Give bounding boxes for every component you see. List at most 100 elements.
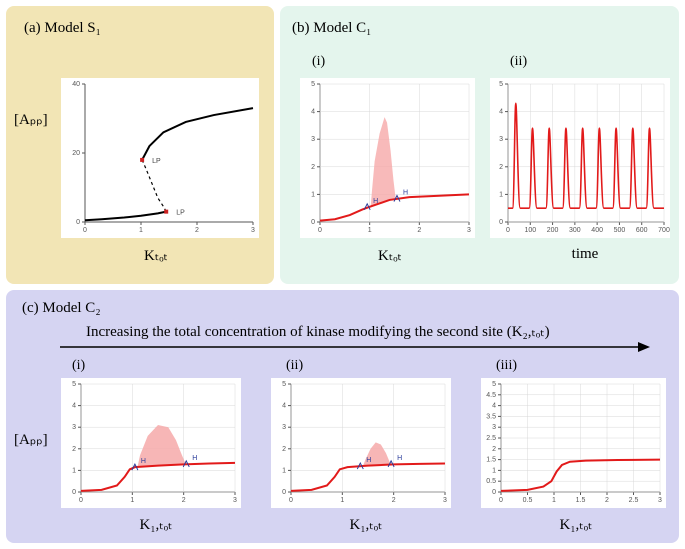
svg-text:H: H — [373, 198, 378, 205]
panel-a-ylabel: [Aₚₚ] — [14, 110, 48, 129]
svg-text:2: 2 — [311, 164, 315, 171]
svg-text:0: 0 — [79, 497, 83, 504]
svg-text:1: 1 — [552, 497, 556, 504]
svg-text:4.5: 4.5 — [486, 392, 496, 399]
svg-text:3: 3 — [492, 424, 496, 431]
panel-c-xlabel-i: K₁,ₜₒₜ — [121, 515, 191, 534]
svg-text:3: 3 — [499, 136, 503, 143]
svg-text:4: 4 — [492, 403, 496, 410]
svg-text:H: H — [403, 190, 408, 197]
svg-text:4: 4 — [282, 403, 286, 410]
svg-text:4: 4 — [72, 403, 76, 410]
svg-text:4: 4 — [499, 109, 503, 116]
svg-text:3: 3 — [658, 497, 662, 504]
svg-text:3: 3 — [443, 497, 447, 504]
svg-text:2: 2 — [72, 446, 76, 453]
svg-text:0.5: 0.5 — [523, 497, 533, 504]
svg-text:20: 20 — [72, 150, 80, 157]
svg-text:0: 0 — [506, 227, 510, 234]
panel-c-chart-i: 0123012345HH — [61, 378, 241, 508]
arrow-icon — [60, 340, 650, 354]
svg-text:300: 300 — [569, 227, 581, 234]
panel-c-sub-iii: (iii) — [496, 358, 517, 374]
svg-text:0: 0 — [76, 219, 80, 226]
svg-text:1: 1 — [130, 497, 134, 504]
svg-text:2: 2 — [195, 227, 199, 234]
panel-b-xlabel-i: Kₜₒₜ — [360, 246, 420, 265]
svg-text:0.5: 0.5 — [486, 478, 496, 485]
panel-c-sub-i: (i) — [72, 358, 85, 374]
svg-text:5: 5 — [499, 81, 503, 88]
svg-text:0: 0 — [318, 227, 322, 234]
svg-text:3: 3 — [251, 227, 255, 234]
svg-text:4: 4 — [311, 109, 315, 116]
svg-text:2: 2 — [499, 164, 503, 171]
svg-text:2.5: 2.5 — [486, 435, 496, 442]
panel-b-chart-i: 0123012345HH — [300, 78, 475, 238]
svg-text:700: 700 — [658, 227, 670, 234]
svg-text:H: H — [397, 455, 402, 462]
svg-text:0: 0 — [499, 497, 503, 504]
svg-text:2.5: 2.5 — [629, 497, 639, 504]
panel-c-label: (c) Model C₂ — [22, 300, 101, 317]
svg-text:2: 2 — [492, 446, 496, 453]
panel-c-xlabel-ii: K₁,ₜₒₜ — [331, 515, 401, 534]
svg-text:200: 200 — [547, 227, 559, 234]
svg-text:H: H — [366, 457, 371, 464]
svg-text:3: 3 — [311, 136, 315, 143]
panel-b-chart-ii: 0 100 200 300 400 500 600 700 0 1 2 3 4 5 — [490, 78, 670, 238]
svg-text:5: 5 — [492, 381, 496, 388]
svg-text:0: 0 — [282, 489, 286, 496]
svg-text:1: 1 — [72, 467, 76, 474]
svg-text:2: 2 — [417, 227, 421, 234]
svg-text:400: 400 — [591, 227, 603, 234]
svg-text:0: 0 — [83, 227, 87, 234]
panel-c-sub-ii: (ii) — [286, 358, 303, 374]
svg-text:5: 5 — [72, 381, 76, 388]
svg-text:1: 1 — [492, 467, 496, 474]
svg-text:40: 40 — [72, 81, 80, 88]
svg-text:2: 2 — [392, 497, 396, 504]
panel-b-xlabel-ii: time — [555, 246, 615, 263]
panel-a-xlabel: Kₜₒₜ — [126, 246, 186, 265]
svg-text:3.5: 3.5 — [486, 413, 496, 420]
panel-b: (b) Model C₁ (i) (ii) 0 1 2 3 0 1 2 3 4 5 H H 0 100 2… — [280, 6, 679, 284]
panel-b-sub-i: (i) — [312, 54, 325, 70]
panel-c-chart-ii: 0123012345HH — [271, 378, 451, 508]
svg-text:LP: LP — [152, 158, 161, 165]
svg-text:H: H — [141, 458, 146, 465]
svg-text:100: 100 — [524, 227, 536, 234]
svg-text:3: 3 — [467, 227, 471, 234]
svg-text:1: 1 — [282, 467, 286, 474]
panel-c-xlabel-iii: K₁,ₜₒₜ — [541, 515, 611, 534]
panel-b-sub-ii: (ii) — [510, 54, 527, 70]
svg-text:1: 1 — [139, 227, 143, 234]
svg-text:1: 1 — [311, 191, 315, 198]
svg-text:0: 0 — [499, 219, 503, 226]
svg-text:600: 600 — [636, 227, 648, 234]
svg-text:1: 1 — [499, 191, 503, 198]
panel-a: (a) Model S₁ [Aₚₚ] 0 1 2 3 0 20 40 LP LP Kₜₒₜ — [6, 6, 274, 284]
svg-text:3: 3 — [282, 424, 286, 431]
svg-text:1: 1 — [340, 497, 344, 504]
panel-b-label: (b) Model C₁ — [292, 20, 371, 37]
panel-c-arrow-text: Increasing the total concentration of ki… — [86, 322, 550, 341]
panel-a-chart: 0 1 2 3 0 20 40 LP LP — [61, 78, 259, 238]
svg-text:1.5: 1.5 — [576, 497, 586, 504]
svg-text:3: 3 — [233, 497, 237, 504]
panel-c-chart-iii: 00.511.522.5300.511.522.533.544.55 — [481, 378, 666, 508]
svg-text:2: 2 — [182, 497, 186, 504]
svg-text:2: 2 — [282, 446, 286, 453]
svg-text:500: 500 — [614, 227, 626, 234]
svg-text:LP: LP — [176, 210, 185, 217]
svg-text:0: 0 — [72, 489, 76, 496]
svg-text:3: 3 — [72, 424, 76, 431]
panel-c: (c) Model C₂ Increasing the total concen… — [6, 290, 679, 543]
svg-text:5: 5 — [311, 81, 315, 88]
svg-text:0: 0 — [311, 219, 315, 226]
panel-a-label: (a) Model S₁ — [24, 20, 101, 37]
svg-text:5: 5 — [282, 381, 286, 388]
panel-c-ylabel: [Aₚₚ] — [14, 430, 48, 449]
svg-text:0: 0 — [492, 489, 496, 496]
svg-text:2: 2 — [605, 497, 609, 504]
